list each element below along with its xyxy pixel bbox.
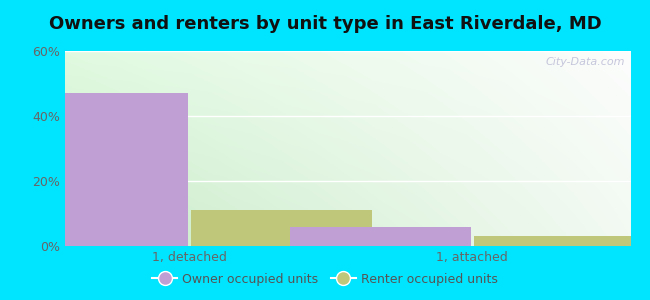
Text: City-Data.com: City-Data.com [545,57,625,67]
Text: Owners and renters by unit type in East Riverdale, MD: Owners and renters by unit type in East … [49,15,601,33]
Bar [290,226,471,246]
Bar [7,93,188,246]
Bar [474,236,650,246]
Bar [191,210,372,246]
Legend: Owner occupied units, Renter occupied units: Owner occupied units, Renter occupied un… [148,268,502,291]
